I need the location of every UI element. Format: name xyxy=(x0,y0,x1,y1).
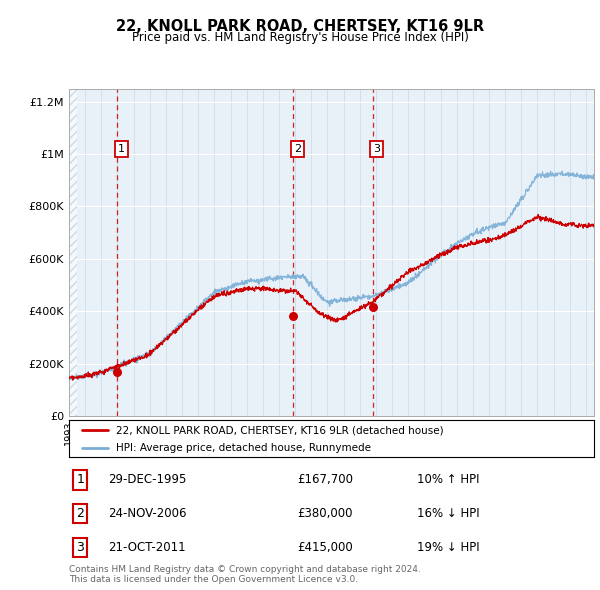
Bar xyxy=(69,88,77,416)
Text: 19% ↓ HPI: 19% ↓ HPI xyxy=(417,540,479,554)
Text: Contains HM Land Registry data © Crown copyright and database right 2024.
This d: Contains HM Land Registry data © Crown c… xyxy=(69,565,421,584)
Text: 3: 3 xyxy=(76,540,85,554)
Text: 29-DEC-1995: 29-DEC-1995 xyxy=(108,473,187,487)
Text: 2: 2 xyxy=(294,144,301,154)
Text: £167,700: £167,700 xyxy=(297,473,353,487)
Text: 21-OCT-2011: 21-OCT-2011 xyxy=(108,540,185,554)
Text: Price paid vs. HM Land Registry's House Price Index (HPI): Price paid vs. HM Land Registry's House … xyxy=(131,31,469,44)
Text: £415,000: £415,000 xyxy=(297,540,353,554)
Text: £380,000: £380,000 xyxy=(297,507,353,520)
Text: 22, KNOLL PARK ROAD, CHERTSEY, KT16 9LR (detached house): 22, KNOLL PARK ROAD, CHERTSEY, KT16 9LR … xyxy=(116,425,444,435)
Text: 3: 3 xyxy=(373,144,380,154)
Text: HPI: Average price, detached house, Runnymede: HPI: Average price, detached house, Runn… xyxy=(116,443,371,453)
Text: 22, KNOLL PARK ROAD, CHERTSEY, KT16 9LR: 22, KNOLL PARK ROAD, CHERTSEY, KT16 9LR xyxy=(116,19,484,34)
Text: 24-NOV-2006: 24-NOV-2006 xyxy=(108,507,187,520)
Text: 10% ↑ HPI: 10% ↑ HPI xyxy=(417,473,479,487)
Text: 2: 2 xyxy=(76,507,85,520)
Text: 1: 1 xyxy=(118,144,125,154)
Text: 16% ↓ HPI: 16% ↓ HPI xyxy=(417,507,479,520)
Text: 1: 1 xyxy=(76,473,85,487)
